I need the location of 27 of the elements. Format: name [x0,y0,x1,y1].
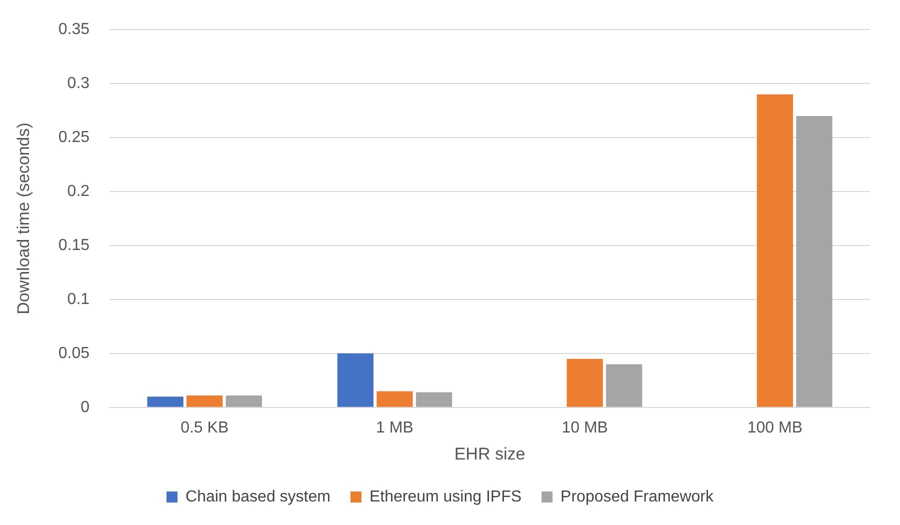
bar [416,392,452,407]
legend-label: Chain based system [186,488,330,506]
y-tick-label: 0.3 [67,74,90,92]
y-tick-label: 0.35 [58,21,90,38]
x-axis-title: EHR size [454,444,526,464]
bar [566,358,603,407]
y-tick-label: 0.15 [58,236,90,254]
y-tick-label: 0.2 [67,182,90,200]
bar [606,364,642,407]
x-tick-label: 0.5 KB [180,419,229,436]
bar [186,396,223,407]
bar [376,391,413,407]
y-tick-label: 0.05 [58,344,90,362]
bar [756,94,794,407]
legend-label: Proposed Framework [560,488,714,506]
y-tick-label: 0 [80,398,90,416]
bar [337,353,374,407]
legend-label: Ethereum using IPFS [369,488,522,506]
y-axis-title: Download time (seconds) [14,122,33,314]
bar [147,396,184,407]
x-tick-label: 10 MB [562,419,608,436]
y-tick-label: 0.1 [67,290,90,308]
bar [226,396,262,407]
bar [796,116,832,407]
x-tick-label: 100 MB [747,419,803,436]
y-tick-label: 0.25 [58,128,90,146]
x-tick-label: 1 MB [376,419,414,436]
